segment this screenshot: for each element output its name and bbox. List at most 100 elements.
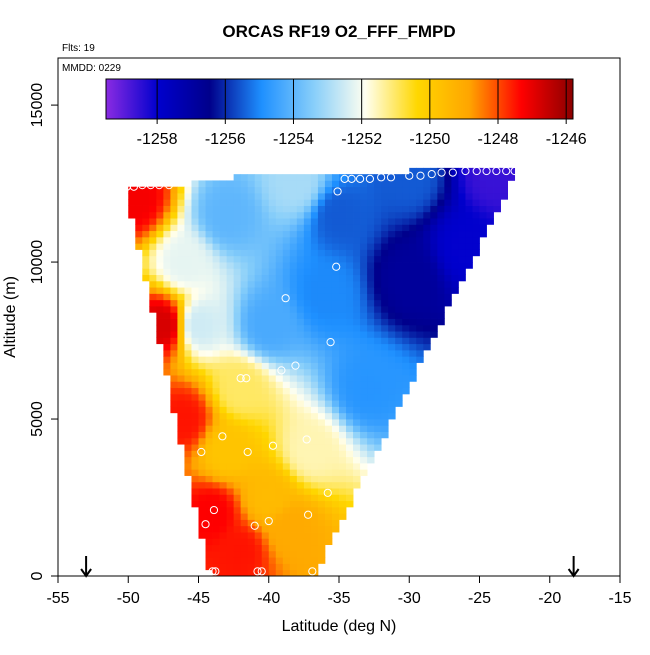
field-cell [219,349,227,357]
x-tick-label: -45 [187,590,210,607]
field-cell [240,280,249,288]
field-cell [268,236,277,244]
field-cell [254,318,263,326]
field-cell [198,456,206,464]
field-cell [303,506,312,514]
field-cell [360,349,368,357]
field-cell [472,174,480,181]
field-cell [163,255,171,263]
field-cell [191,500,199,508]
field-cell [240,192,249,200]
field-cell [416,324,424,332]
field-cell [367,318,375,326]
field-cell [367,211,375,219]
field-cell [282,519,291,527]
field-cell [324,513,333,520]
field-cell [226,462,235,470]
field-cell [156,337,164,345]
field-cell [310,274,319,282]
field-cell [289,525,298,533]
field-cell [409,331,417,338]
field-cell [416,287,424,294]
field-cell [205,513,213,520]
field-cell [254,431,263,439]
field-cell [254,243,263,250]
field-cell [381,218,389,225]
field-cell [303,199,312,206]
field-cell [254,563,263,571]
field-cell [240,381,249,389]
field-cell [303,425,312,432]
field-cell [254,356,263,363]
field-cell [282,211,291,219]
field-cell [296,412,305,420]
field-cell [303,513,312,520]
field-cell [205,431,213,439]
field-cell [388,218,396,225]
field-cell [395,393,403,401]
field-cell [303,249,312,257]
field-cell [367,349,375,357]
field-cell [324,324,333,332]
field-cell [268,525,277,533]
field-cell [247,431,256,439]
field-cell [205,456,213,464]
field-cell [212,538,220,546]
field-cell [212,199,220,206]
field-cell [177,306,185,313]
field-cell [170,262,178,269]
field-cell [360,306,368,313]
field-cell [198,419,206,426]
field-cell [240,205,249,213]
field-cell [296,255,305,263]
field-cell [493,199,501,206]
field-cell [381,400,389,407]
field-cell [198,218,206,225]
field-cell [346,174,354,181]
field-cell [367,324,375,332]
field-cell [317,211,326,219]
field-cell [303,519,312,527]
field-cell [142,230,150,238]
field-cell [451,167,459,175]
field-cell [353,312,361,319]
field-cell [226,230,235,238]
field-cell [282,312,291,319]
field-cell [254,343,263,351]
field-cell [296,199,305,206]
field-cell [275,199,284,206]
field-cell [303,230,312,238]
field-cell [381,362,389,370]
field-cell [331,475,340,483]
field-cell [268,406,277,414]
field-cell [268,349,277,357]
field-cell [339,488,347,495]
field-cell [205,437,213,445]
field-cell [212,557,220,564]
field-cell [247,462,256,470]
field-cell [374,287,382,294]
field-cell [317,349,326,357]
field-cell [324,356,333,363]
field-cell [310,262,319,269]
field-cell [296,519,305,527]
field-cell [416,186,424,194]
field-cell [170,274,178,282]
field-cell [261,469,270,476]
field-cell [465,249,473,257]
field-cell [346,500,354,508]
field-cell [289,280,298,288]
field-cell [177,406,185,414]
field-cell [163,337,171,345]
field-cell [191,262,199,269]
field-cell [367,236,375,244]
field-cell [205,494,213,502]
field-cell [331,211,340,219]
field-cell [275,444,284,451]
field-cell [212,230,220,238]
field-cell [367,425,375,432]
field-cell [191,481,199,489]
field-cell [423,180,431,188]
field-cell [423,224,431,232]
field-cell [374,324,382,332]
